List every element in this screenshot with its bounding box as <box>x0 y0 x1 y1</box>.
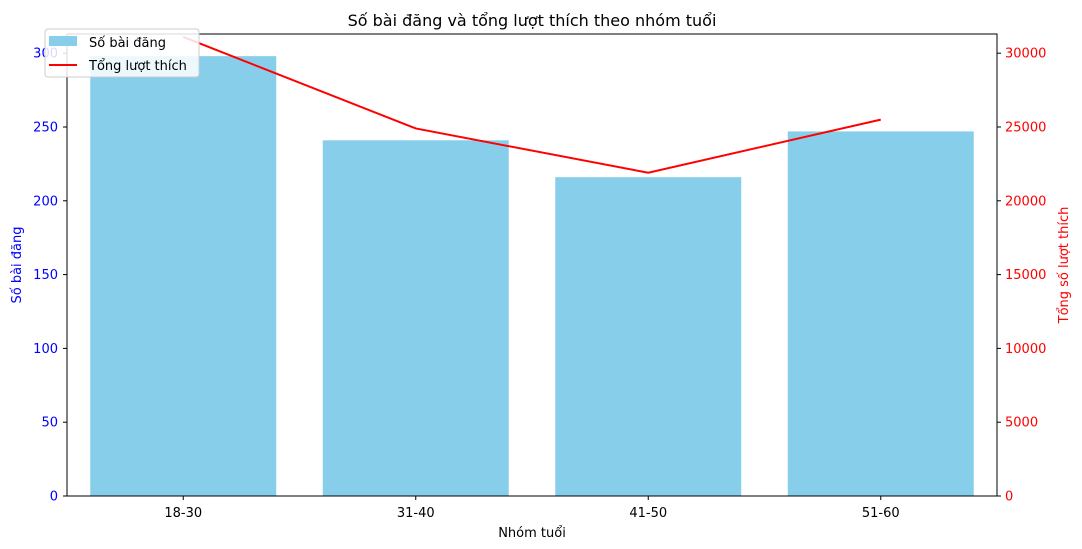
y-tick-label-right: 25000 <box>1005 120 1046 135</box>
likes-line <box>182 36 881 174</box>
x-tick-label: 41-50 <box>629 506 667 521</box>
y-tick-label-left: 50 <box>41 416 58 431</box>
x-tick-label: 31-40 <box>397 506 435 521</box>
x-axis-label: Nhóm tuổi <box>498 526 566 541</box>
y-tick-label-left: 250 <box>33 120 58 135</box>
y-tick-label-right: 15000 <box>1005 268 1046 283</box>
y-axis-label-right: Tổng số lượt thích <box>1057 207 1072 325</box>
y-tick-label-right: 0 <box>1005 490 1013 505</box>
y-axis-label-left: Số bài đăng <box>10 226 25 303</box>
plot-frame <box>66 33 998 497</box>
chart-title: Số bài đăng và tổng lượt thích theo nhóm… <box>348 11 717 30</box>
legend: Số bài đăng Tổng lượt thích <box>44 28 200 78</box>
legend-label-posts: Số bài đăng <box>89 36 166 51</box>
y-tick-label-left: 200 <box>33 194 58 209</box>
bar-41-50 <box>555 177 742 496</box>
y-tick-label-right: 20000 <box>1005 194 1046 209</box>
y-tick-label-left: 150 <box>33 268 58 283</box>
legend-bar-swatch <box>49 36 77 46</box>
bar-18-30 <box>90 56 277 497</box>
legend-label-likes: Tổng lượt thích <box>88 59 187 74</box>
x-tick-label: 18-30 <box>164 506 202 521</box>
y-tick-label-left: 100 <box>33 342 58 357</box>
y-tick-label-right: 5000 <box>1005 416 1038 431</box>
bar-51-60 <box>787 131 974 497</box>
y-tick-label-right: 10000 <box>1005 342 1046 357</box>
y-tick-label-left: 0 <box>50 490 58 505</box>
y-tick-label-right: 30000 <box>1005 47 1046 62</box>
x-tick-label: 51-60 <box>862 506 900 521</box>
bar-31-40 <box>322 140 509 496</box>
legend-box <box>44 28 200 78</box>
bar-group <box>90 56 974 497</box>
